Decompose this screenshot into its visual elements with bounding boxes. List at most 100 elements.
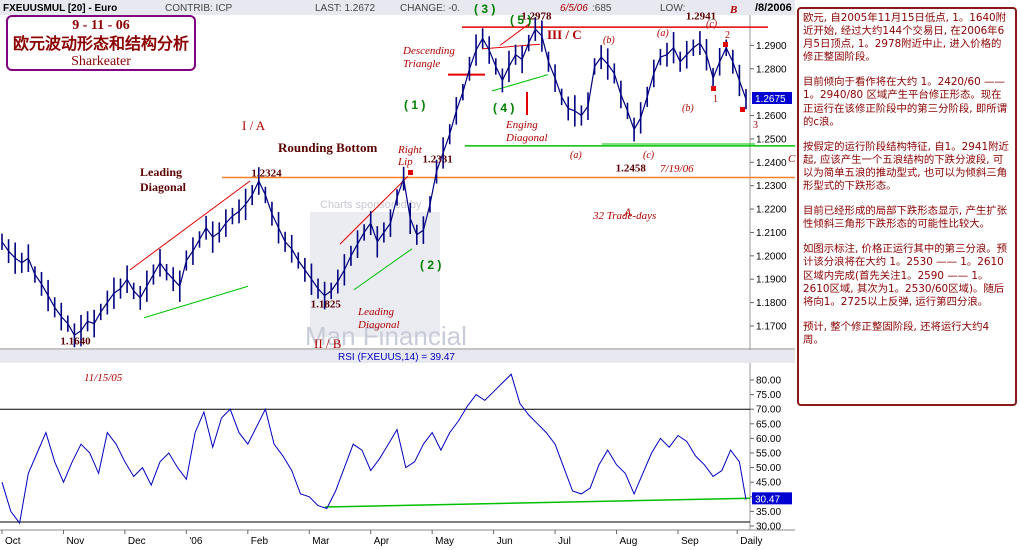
- rsi-tick-label: 50.00: [756, 463, 781, 474]
- side-paragraph: 目前已经形成的局部下跌形态显示, 产生扩张性倾斜三角形下跌形态的可能性比较大。: [803, 205, 1008, 231]
- rsi-tick-label: 80.00: [756, 376, 781, 387]
- label-a-up: (a): [657, 28, 669, 39]
- label-num-1: 1: [713, 94, 718, 105]
- title-box: 9 - 11 - 06 欧元波动形态和结构分析 Sharkeater: [6, 15, 196, 71]
- side-paragraph: 目前倾向于看作将在大约 1。2420/60 —— 1。2940/80 区域产生平…: [803, 76, 1008, 128]
- price-tick-label: 1.1800: [756, 298, 787, 309]
- ending-diag-upper: [499, 22, 531, 46]
- side-panel: 欧元, 自2005年11月15日低点, 1。1640附近开始, 经过大约144个…: [797, 7, 1017, 406]
- leading-diag2-lower: [353, 248, 413, 291]
- label-wave-4: ( 4 ): [493, 101, 514, 115]
- label-descending-triangle: Descending Triangle: [402, 45, 455, 70]
- label-big-a: A: [623, 205, 632, 219]
- price-last-label: 1.2675: [755, 94, 786, 105]
- label-rounding-bottom: Rounding Bottom: [278, 140, 377, 155]
- x-ticks: Oct Nov Dec '06 Feb Mar Apr May Jun Jul Aug Sep Dail…: [1, 530, 762, 547]
- label-wave-5: ( 5 ): [510, 13, 531, 27]
- price-tick-label: 1.1900: [756, 275, 787, 286]
- price-ticks: 1.2900 1.2800 1.2600 1.2500 1.2400 1.2300 1.22…: [750, 41, 792, 332]
- rsi-tick-label: 75.00: [756, 390, 781, 401]
- side-paragraph: 如图示标注, 价格正运行其中的第三分浪。预计该分浪将在大约 1。2530 —— …: [803, 243, 1008, 308]
- leading-diag2-upper: [339, 175, 409, 245]
- price-annotation: 1.1825: [311, 298, 342, 310]
- price-tick-label: 1.2500: [756, 134, 787, 145]
- rsi-tick-label: 60.00: [756, 434, 781, 445]
- price-tick-label: 1.2000: [756, 251, 787, 262]
- rsi-tick-label: 45.00: [756, 478, 781, 489]
- price-annotation: 1.2458: [616, 163, 647, 175]
- side-paragraph: 按假定的运行阶段结构特征, 自1。2941附近起, 应该产生一个五浪结构的下跌分…: [803, 140, 1009, 193]
- x-tick-label: Oct: [5, 536, 21, 547]
- x-tick-label: Apr: [374, 536, 390, 547]
- leading-diag-upper: [129, 180, 251, 271]
- x-tick-label: Jul: [558, 536, 571, 547]
- price-annotation: 1.2978: [521, 11, 552, 23]
- header-contrib: CONTRIB: ICP: [165, 3, 233, 14]
- side-paragraph: 欧元, 自2005年11月15日低点, 1。1640附近开始, 经过大约144个…: [803, 12, 1007, 64]
- header-date-right: /8/2006: [755, 2, 792, 14]
- header-bar: [0, 0, 795, 15]
- rsi-last-label: 30.47: [755, 494, 780, 505]
- label-big-b: B: [729, 4, 737, 16]
- watermark-line2: Man Financial: [305, 321, 467, 351]
- label-big-c: C: [788, 153, 796, 165]
- rsi-tick-label: 30.00: [756, 522, 781, 533]
- rsi-tick-label: 70.00: [756, 405, 781, 416]
- price-series-line: [1, 27, 747, 337]
- rsi-ticks: 80.00 75.00 70.00 65.00 60.00 55.00 50.00 45.00…: [0, 376, 781, 533]
- rsi-tick-label: 35.00: [756, 507, 781, 518]
- title-date: 9 - 11 - 06: [72, 18, 130, 33]
- x-tick-label: Jun: [497, 536, 513, 547]
- header-mid-date: 6/5/06: [560, 3, 588, 14]
- label-32-days: 32 Trade-days: [592, 210, 656, 222]
- x-tick-label: Dec: [128, 536, 146, 547]
- label-wave-3: ( 3 ): [474, 2, 495, 16]
- x-tick-label: Aug: [620, 536, 638, 547]
- x-tick-label: May: [435, 536, 454, 547]
- header-symbol: FXEUUSMUL [20] - Euro: [3, 3, 117, 14]
- x-tick-label: Nov: [66, 536, 84, 547]
- label-b-low: (b): [682, 103, 694, 114]
- price-annotation: 1.2324: [251, 167, 282, 179]
- label-i-a: I / A: [242, 118, 266, 133]
- price-last-box: [752, 91, 792, 104]
- desc-triangle-top: [481, 43, 541, 50]
- header-low: LOW:: [660, 3, 685, 14]
- price-lines: [129, 22, 795, 319]
- rsi-tick-label: 55.00: [756, 449, 781, 460]
- rsi-support-green: [324, 497, 751, 508]
- label-num-3: 3: [753, 120, 758, 131]
- label-c-low: (c): [643, 150, 655, 161]
- side-paragraph: 预计, 整个修正整固阶段, 还将运行大约4 周。: [803, 320, 990, 346]
- price-tick-label: 1.1700: [756, 321, 787, 332]
- x-tick-label: Daily: [740, 536, 762, 547]
- leading-diag-lower: [143, 285, 249, 319]
- price-annotation: 1.1640: [60, 336, 91, 348]
- label-num-2: 2: [725, 30, 730, 41]
- x-tick-label: Feb: [251, 536, 269, 547]
- price-tick-label: 1.2800: [756, 64, 787, 75]
- marker-1: [711, 86, 716, 91]
- marker-3: [740, 107, 745, 112]
- label-date-1115: 11/15/05: [84, 372, 123, 384]
- price-tick-label: 1.2900: [756, 41, 787, 52]
- label-iii-c: III / C: [547, 27, 582, 42]
- label-c-up: (c): [706, 19, 718, 30]
- label-leading-diagonal-2: Leading Diagonal: [357, 306, 400, 331]
- title-author: Sharkeater: [71, 54, 131, 69]
- price-tick-label: 1.2400: [756, 158, 787, 169]
- label-wave-1: ( 1 ): [404, 98, 425, 112]
- rsi-last-box: [752, 492, 792, 505]
- header-last: LAST: 1.2672: [315, 3, 375, 14]
- marker-right-lip: [408, 170, 413, 175]
- price-series: [1, 17, 747, 348]
- price-tick-label: 1.2200: [756, 205, 787, 216]
- price-annotations: 1.2324 1.2331 1.2978 1.2941 1.2458 1.1825 1.16…: [60, 11, 716, 348]
- rsi-label: RSI (FXEUUS,14) = 39.47: [338, 352, 455, 363]
- label-ii-b: II / B: [314, 336, 342, 351]
- ending-diag-lower: [491, 74, 549, 92]
- label-date-0719: 7/19/06: [660, 163, 694, 175]
- rsi-tick-label: 65.00: [756, 419, 781, 430]
